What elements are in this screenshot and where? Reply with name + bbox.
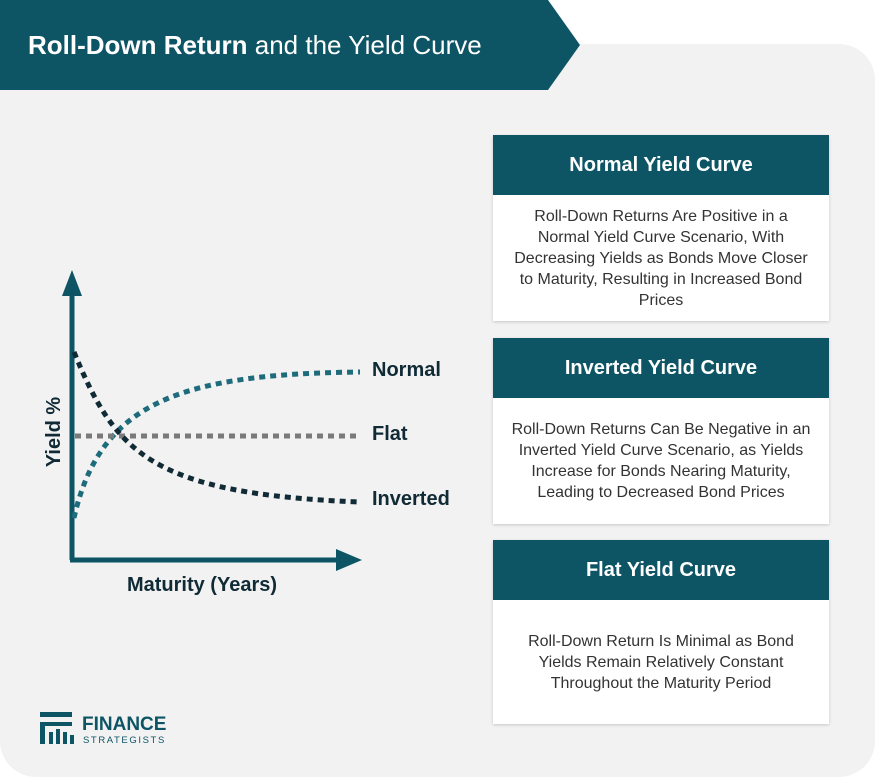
card-title: Inverted Yield Curve [493, 338, 829, 398]
series-inverted-line [71, 351, 361, 505]
x-axis-arrow-icon [336, 549, 362, 571]
card-description: Roll-Down Return Is Minimal as Bond Yiel… [528, 632, 794, 692]
yield-curve-chart: Normal Flat Inverted Yield % Maturity (Y… [43, 270, 450, 596]
card-title: Normal Yield Curve [493, 135, 829, 195]
finance-strategists-logo: FINANCE STRATEGISTS [40, 712, 166, 746]
series-label-flat: Flat [372, 423, 408, 445]
logo-text-finance: FINANCE [82, 714, 166, 735]
card-description: Roll-Down Returns Are Positive in a Norm… [514, 207, 808, 309]
title-rest: and the Yield Curve [247, 30, 482, 60]
card-flat-yield-curve: Flat Yield Curve Roll-Down Return Is Min… [493, 540, 829, 724]
logo-text-strategists: STRATEGISTS [83, 735, 166, 746]
card-normal-yield-curve: Normal Yield Curve Roll-Down Returns Are… [493, 135, 829, 321]
series-label-inverted: Inverted [372, 488, 450, 510]
card-title: Flat Yield Curve [493, 540, 829, 600]
card-inverted-yield-curve: Inverted Yield Curve Roll-Down Returns C… [493, 338, 829, 524]
y-axis-arrow-icon [62, 270, 82, 296]
finance-strategists-logo-icon [40, 712, 74, 744]
page-title: Roll-Down Return and the Yield Curve [28, 28, 482, 62]
y-axis-label: Yield % [43, 397, 65, 468]
series-normal-line [71, 369, 361, 519]
x-axis-label: Maturity (Years) [127, 574, 277, 596]
card-description: Roll-Down Returns Can Be Negative in an … [511, 421, 811, 501]
series-label-normal: Normal [372, 359, 441, 381]
title-banner: Roll-Down Return and the Yield Curve [0, 0, 580, 90]
title-bold: Roll-Down Return [28, 30, 248, 60]
